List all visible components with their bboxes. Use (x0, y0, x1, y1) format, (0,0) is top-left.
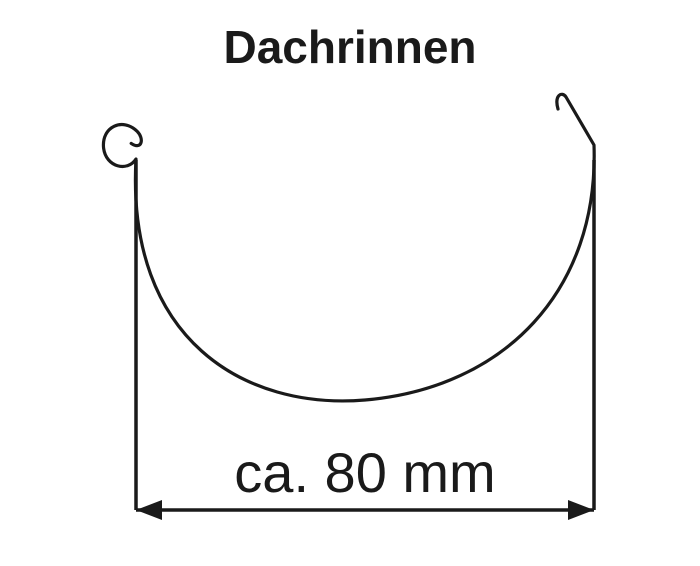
gutter-profile (103, 94, 594, 401)
dimension-label: ca. 80 mm (136, 440, 594, 505)
